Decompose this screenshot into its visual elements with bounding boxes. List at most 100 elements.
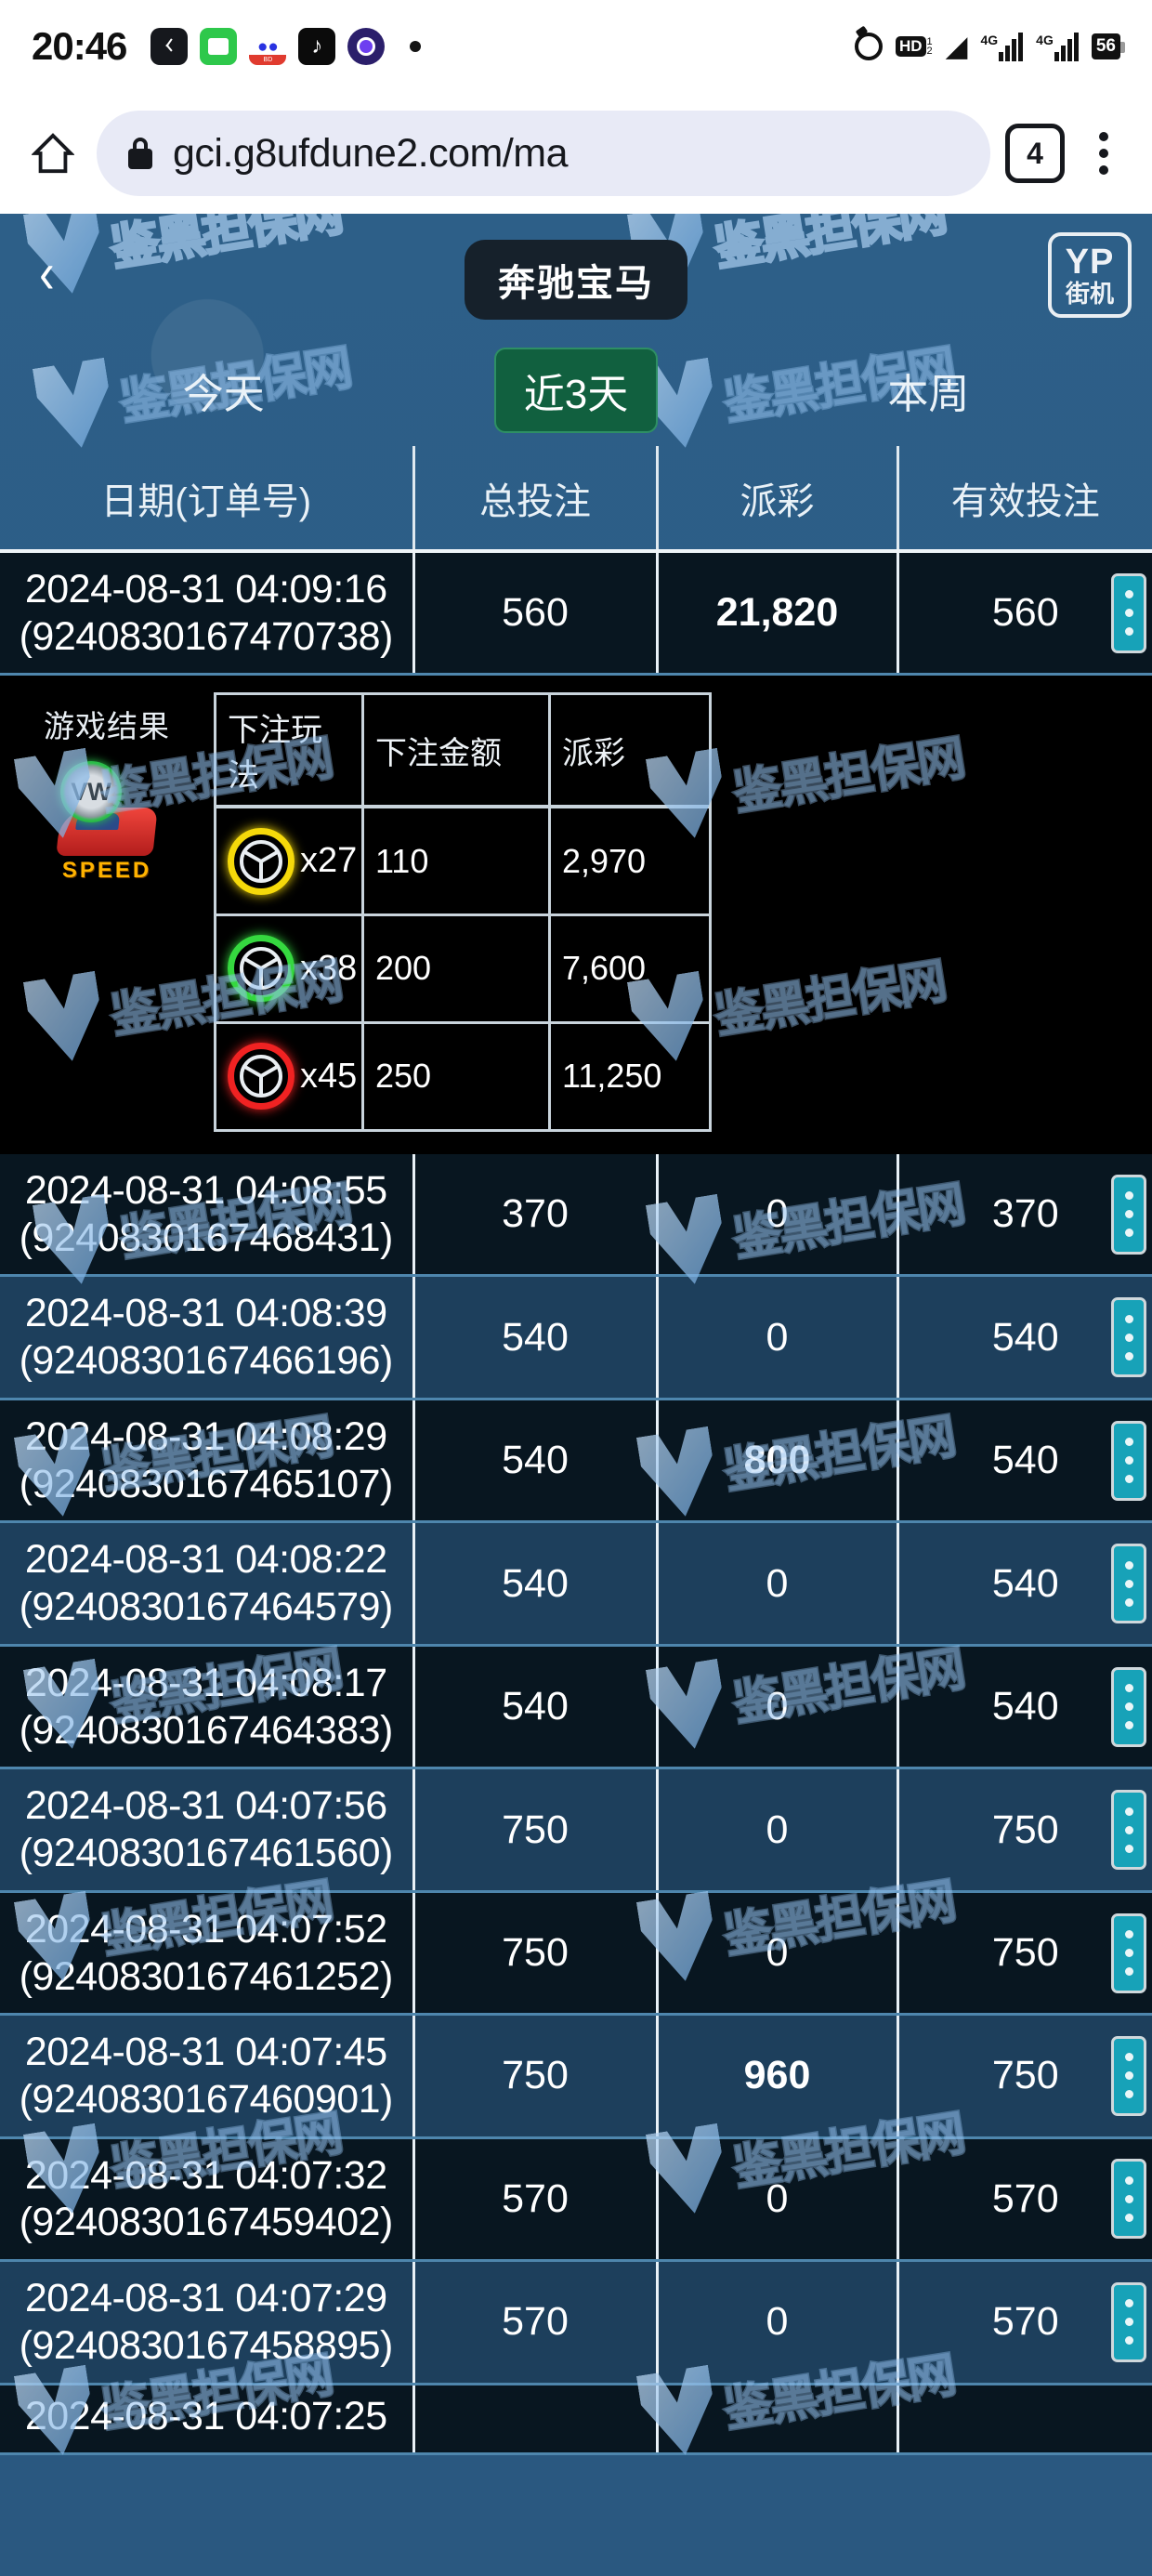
col-header-total-bet: 总投注	[413, 446, 659, 553]
cell-datetime: 2024-08-31 04:09:16	[24, 567, 387, 611]
mercedes-red-icon	[228, 1043, 295, 1111]
cell-total-bet: 540	[413, 1645, 659, 1770]
more-options-icon[interactable]	[1111, 1666, 1146, 1747]
url-text: gci.g8ufdune2.com/ma	[173, 130, 569, 176]
table-row[interactable]: 2024-08-31 04:07:25	[0, 2384, 1152, 2456]
cell-total-bet: 560	[413, 551, 659, 677]
orders-table: 日期(订单号) 总投注 派彩 有效投注 2024-08-31 04:09:16 …	[0, 446, 1152, 2456]
tiktok-icon: ♪	[298, 28, 336, 65]
tab-counter-button[interactable]: 4	[1005, 124, 1065, 183]
table-row[interactable]: 2024-08-31 04:08:29 (9240830167465107) 5…	[0, 1399, 1152, 1524]
yp-logo: YP 街机	[1048, 232, 1132, 318]
yp-logo-line1: YP	[1065, 243, 1115, 282]
tab-last-3-days[interactable]: 近3天	[493, 348, 659, 433]
cell-date: 2024-08-31 04:09:16 (9240830167470738)	[0, 551, 415, 677]
bet-detail-header-row: 下注玩法 下注金额 派彩	[214, 692, 713, 809]
col-header-date: 日期(订单号)	[0, 446, 415, 553]
cell-valid-bet	[897, 2384, 1152, 2456]
table-row[interactable]: 2024-08-31 04:09:16 (9240830167470738) 5…	[0, 551, 1152, 677]
more-options-icon[interactable]	[1111, 572, 1146, 653]
table-header-row: 日期(订单号) 总投注 派彩 有效投注	[0, 446, 1152, 553]
battery-icon: 56	[1091, 33, 1126, 59]
more-options-icon[interactable]	[1111, 1544, 1146, 1624]
cell-order-no: (9240830167464383)	[19, 1707, 394, 1753]
table-row[interactable]: 2024-08-31 04:07:29 (9240830167458895) 5…	[0, 2260, 1152, 2385]
cell-valid-bet: 750	[897, 2014, 1152, 2139]
back-button[interactable]: ‹	[39, 242, 55, 306]
table-row[interactable]: 2024-08-31 04:08:55 (9240830167468431) 3…	[0, 1153, 1152, 1278]
cell-valid-bet: 570	[897, 2137, 1152, 2263]
more-options-icon[interactable]	[1111, 2281, 1146, 2362]
cell-total-bet: 540	[413, 1521, 659, 1647]
app-header: ‹ 奔驰宝马 YP 街机	[0, 214, 1152, 335]
wifi-icon: ◢	[945, 29, 968, 62]
cell-order-no: (9240830167464579)	[19, 1584, 394, 1630]
detail-col-amount: 下注金额	[362, 692, 551, 809]
cell-order-no: (9240830167466196)	[19, 1338, 394, 1384]
home-icon[interactable]	[24, 125, 82, 182]
more-options-icon[interactable]	[1111, 1174, 1146, 1255]
table-row[interactable]: 2024-08-31 04:08:22 (9240830167464579) 5…	[0, 1521, 1152, 1647]
more-options-icon[interactable]	[1111, 2035, 1146, 2116]
cell-datetime: 2024-08-31 04:07:45	[24, 2030, 387, 2075]
cell-date: 2024-08-31 04:08:17 (9240830167464383)	[0, 1645, 415, 1770]
status-time: 20:46	[32, 24, 127, 68]
cell-date: 2024-08-31 04:08:39 (9240830167466196)	[0, 1275, 415, 1400]
cell-valid-bet: 540	[897, 1399, 1152, 1524]
cell-date: 2024-08-31 04:07:56 (9240830167461560)	[0, 1768, 415, 1893]
detail-cell-play: x27	[214, 805, 364, 916]
address-bar[interactable]: gci.g8ufdune2.com/ma	[97, 111, 990, 196]
cell-valid-bet: 570	[897, 2260, 1152, 2385]
table-row[interactable]: 2024-08-31 04:08:39 (9240830167466196) 5…	[0, 1275, 1152, 1400]
more-options-icon[interactable]	[1111, 1790, 1146, 1871]
more-options-icon[interactable]	[1111, 1912, 1146, 1993]
game-result-block: 游戏结果 VW SPEED	[0, 692, 214, 883]
cell-date: 2024-08-31 04:08:55 (9240830167468431)	[0, 1153, 415, 1278]
cell-order-no: (9240830167461560)	[19, 1831, 394, 1876]
more-options-icon[interactable]	[1111, 1297, 1146, 1378]
cell-total-bet: 750	[413, 1891, 659, 2017]
mercedes-yellow-icon	[228, 827, 295, 895]
tab-today[interactable]: 今天	[182, 372, 265, 417]
cell-order-no: (9240830167461252)	[19, 1953, 394, 1999]
more-options-icon[interactable]	[1111, 2159, 1146, 2240]
cell-total-bet: 750	[413, 2014, 659, 2139]
detail-cell-payout: 2,970	[547, 805, 713, 916]
cell-date: 2024-08-31 04:07:25	[0, 2384, 415, 2456]
messages-icon	[200, 28, 238, 65]
browser-toolbar: gci.g8ufdune2.com/ma 4	[0, 93, 1152, 214]
detail-cell-amount: 110	[360, 805, 551, 916]
cell-valid-bet: 560	[897, 551, 1152, 677]
detail-cell-payout: 7,600	[547, 913, 713, 1024]
detail-col-payout: 派彩	[549, 692, 713, 809]
table-row[interactable]: 2024-08-31 04:07:32 (9240830167459402) 5…	[0, 2137, 1152, 2263]
more-options-icon[interactable]	[1111, 1420, 1146, 1501]
cell-valid-bet: 540	[897, 1275, 1152, 1400]
cell-payout: 0	[657, 1891, 899, 2017]
table-row[interactable]: 2024-08-31 04:07:52 (9240830167461252) 7…	[0, 1891, 1152, 2017]
cell-payout: 0	[657, 2260, 899, 2385]
clock-icon	[151, 28, 189, 65]
cell-valid-bet: 750	[897, 1891, 1152, 2017]
cell-total-bet: 370	[413, 1153, 659, 1278]
table-row[interactable]: 2024-08-31 04:07:45 (9240830167460901) 7…	[0, 2014, 1152, 2139]
kebab-menu-icon[interactable]	[1080, 124, 1128, 183]
table-row[interactable]: 2024-08-31 04:08:17 (9240830167464383) 5…	[0, 1645, 1152, 1770]
cell-valid-bet: 540	[897, 1521, 1152, 1647]
cell-payout: 0	[657, 1275, 899, 1400]
detail-cell-amount: 200	[360, 913, 551, 1024]
table-row[interactable]: 2024-08-31 04:07:56 (9240830167461560) 7…	[0, 1768, 1152, 1893]
cell-total-bet: 570	[413, 2260, 659, 2385]
bet-detail-row: x38 200 7,600	[214, 913, 713, 1024]
vw-speed-car-icon: VW SPEED	[51, 759, 163, 883]
tab-this-week[interactable]: 本周	[887, 372, 970, 417]
cell-total-bet: 570	[413, 2137, 659, 2263]
cell-datetime: 2024-08-31 04:07:25	[24, 2393, 387, 2438]
cell-datetime: 2024-08-31 04:07:56	[24, 1783, 387, 1829]
cell-payout: 0	[657, 1768, 899, 1893]
cell-total-bet	[413, 2384, 659, 2456]
sim2-signal-icon: 4G	[1036, 32, 1079, 61]
cell-date: 2024-08-31 04:07:29 (9240830167458895)	[0, 2260, 415, 2385]
